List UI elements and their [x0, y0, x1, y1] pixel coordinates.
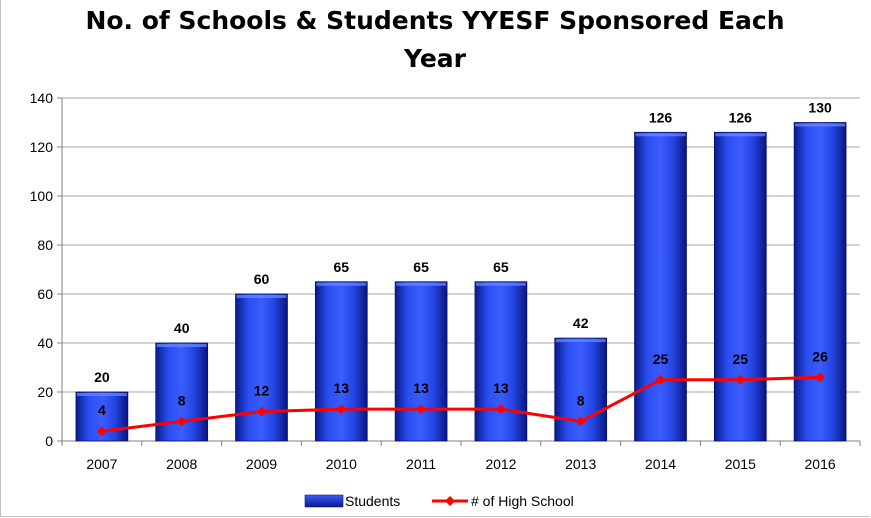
data-label-students-2010: 65 [334, 259, 350, 275]
bar-layer [75, 122, 847, 442]
marker-high-school-2016 [815, 372, 826, 383]
legend-label-high-school: # of High School [471, 493, 574, 509]
bar-students-2014 [634, 131, 687, 442]
axis-layer: 0 20 40 60 80 100 120 140 2007 2008 2009 2010 2011 20… [30, 90, 861, 472]
bar-top-highlight-2011 [396, 282, 447, 286]
bar-top-highlight-2008 [156, 344, 207, 347]
data-label-high-school-2008: 8 [178, 392, 186, 408]
bar-top-highlight-2014 [635, 133, 686, 137]
data-label-students-2016: 130 [808, 100, 832, 116]
marker-high-school-2008 [176, 416, 187, 427]
marker-high-school-2014 [655, 374, 666, 385]
data-label-students-2007: 20 [94, 369, 110, 385]
y-tick-label-80: 80 [37, 237, 53, 253]
bar-top-highlight-2010 [316, 282, 367, 286]
x-tick-label-2012: 2012 [485, 456, 516, 472]
bar-students-2015 [713, 131, 767, 442]
y-tick-label-40: 40 [37, 335, 53, 351]
bar-students-2012 [474, 281, 528, 442]
legend-label-students: Students [345, 493, 400, 509]
data-label-students-2014: 126 [649, 109, 673, 125]
marker-high-school-2011 [416, 404, 427, 415]
marker-high-school-2007 [96, 426, 107, 437]
line-layer [96, 372, 826, 437]
x-tick-label-2015: 2015 [725, 456, 756, 472]
x-tick-label-2014: 2014 [645, 456, 676, 472]
data-label-students-2008: 40 [174, 320, 190, 336]
x-tick-label-2016: 2016 [805, 456, 836, 472]
x-tick-label-2007: 2007 [86, 456, 117, 472]
bar-top-highlight-2012 [475, 282, 526, 286]
marker-high-school-2009 [256, 406, 267, 417]
y-tick-label-0: 0 [45, 433, 53, 449]
bar-top-highlight-2015 [715, 133, 766, 137]
marker-high-school-2013 [575, 416, 586, 427]
y-tick-label-60: 60 [37, 286, 53, 302]
data-label-high-school-2014: 25 [653, 351, 669, 367]
legend-marker-high-school [445, 496, 455, 506]
bar-students-2009 [235, 293, 288, 442]
data-label-high-school-2007: 4 [98, 402, 106, 418]
bar-top-highlight-2016 [795, 123, 846, 127]
bar-top-highlight-2009 [236, 295, 287, 298]
data-label-high-school-2016: 26 [812, 348, 828, 364]
x-tick-label-2010: 2010 [326, 456, 357, 472]
x-tick-label-2009: 2009 [246, 456, 277, 472]
data-label-students-2015: 126 [729, 109, 753, 125]
x-tick-label-2011: 2011 [406, 456, 436, 472]
marker-high-school-2015 [735, 374, 746, 385]
data-label-high-school-2011: 13 [413, 380, 429, 396]
marker-high-school-2010 [336, 404, 347, 415]
y-tick-label-140: 140 [30, 90, 54, 106]
data-label-students-2012: 65 [493, 259, 509, 275]
bar-top-highlight-2007 [76, 393, 127, 396]
bar-top-highlight-2013 [555, 339, 606, 343]
data-label-high-school-2013: 8 [577, 392, 585, 408]
data-label-high-school-2009: 12 [254, 383, 270, 399]
data-label-students-2013: 42 [573, 315, 589, 331]
label-layer: 20 40 60 65 65 65 42 126 126 130 4 8 12 13 13 13 8 25 25 26 [94, 100, 832, 419]
data-label-high-school-2015: 25 [733, 351, 749, 367]
data-label-high-school-2012: 13 [493, 380, 509, 396]
legend: Students # of High School [304, 493, 574, 509]
data-label-students-2009: 60 [254, 271, 270, 287]
y-tick-label-20: 20 [37, 384, 53, 400]
data-label-students-2011: 65 [413, 259, 429, 275]
x-tick-label-2013: 2013 [565, 456, 596, 472]
bar-students-2010 [314, 281, 368, 442]
data-label-high-school-2010: 13 [334, 380, 350, 396]
chart-title: No. of Schools & Students YYESF Sponsore… [85, 6, 785, 73]
bar-students-2016 [793, 122, 847, 442]
marker-high-school-2012 [495, 404, 506, 415]
bar-students-2011 [394, 281, 448, 442]
y-tick-label-120: 120 [30, 139, 54, 155]
line-high-school [101, 375, 821, 433]
x-tick-label-2008: 2008 [166, 456, 197, 472]
y-tick-label-100: 100 [30, 188, 54, 204]
legend-swatch-students [304, 494, 344, 508]
